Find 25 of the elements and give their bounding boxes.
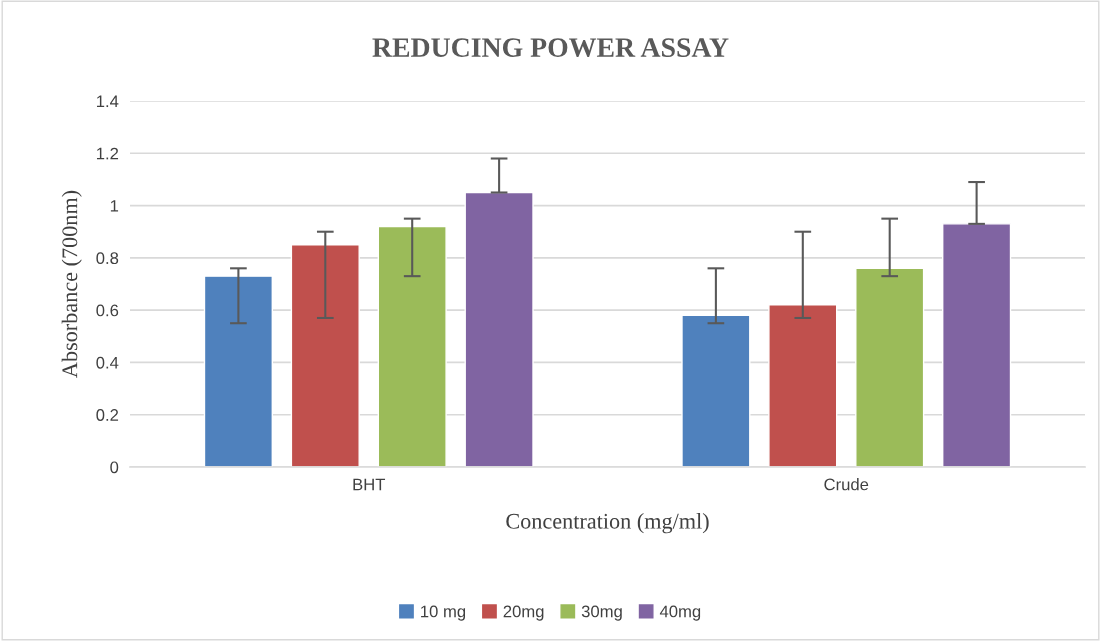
y-tick-label: 0.4 [96,356,119,369]
bar [377,225,447,467]
y-tick-label: 0.8 [96,252,119,265]
bar [768,304,838,467]
x-tick-label: Crude [824,478,869,491]
chart-title: REDUCING POWER ASSAY [372,38,729,58]
bar [942,223,1012,467]
y-tick-label: 1 [110,200,119,212]
bar [464,191,534,467]
y-axis-title: Absorbance (700nm) [61,190,82,378]
y-tick-label: 1.2 [96,147,119,160]
x-axis-title: Concentration (mg/ml) [506,513,709,534]
bar [290,244,360,467]
bar [681,314,751,467]
y-tick-label: 0.6 [96,304,119,317]
legend-label: 10 mg [421,605,466,621]
bar [855,267,925,467]
legend-label: 20mg [503,605,544,621]
legend-label: 40mg [659,605,701,621]
y-tick-label: 0 [110,461,119,474]
y-tick-label: 0.2 [96,409,119,421]
x-tick-label: BHT [353,478,386,491]
legend-label: 30mg [581,605,622,621]
bar [203,275,273,467]
y-tick-label: 1.4 [96,95,119,108]
